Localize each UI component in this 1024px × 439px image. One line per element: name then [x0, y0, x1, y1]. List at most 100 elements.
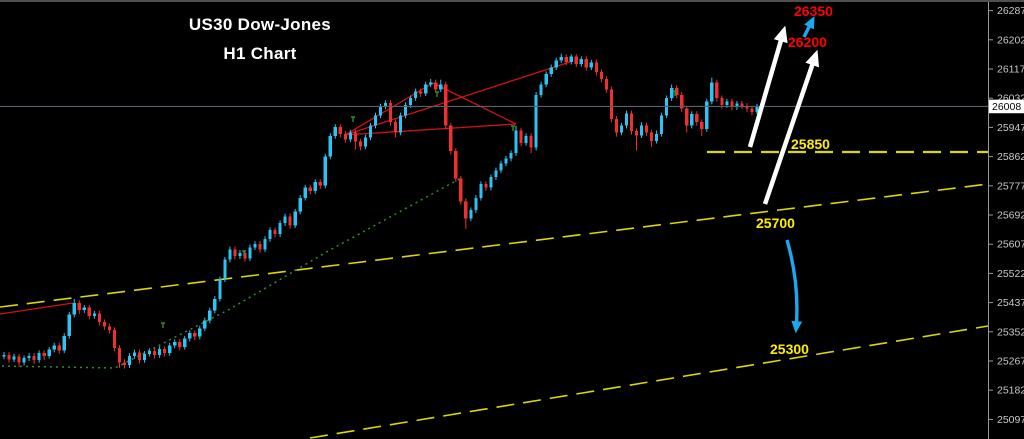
candle-body: [117, 347, 122, 363]
candle-body: [574, 56, 578, 64]
candle-body: [32, 355, 36, 360]
candle-body: [42, 353, 46, 356]
target-26350: 26350: [794, 3, 833, 19]
candle-body: [690, 114, 694, 126]
candle-body: [599, 72, 603, 79]
candle-body: [393, 122, 398, 133]
trade-markers-layer: [161, 90, 677, 328]
candle-body: [624, 113, 629, 126]
axis-tick-label: 26202: [997, 34, 1024, 46]
candle-body: [549, 67, 553, 75]
candles-layer: [2, 53, 759, 369]
candle-body: [358, 141, 363, 147]
candle-body: [634, 131, 639, 136]
candle-body: [348, 132, 352, 140]
candle-body: [2, 354, 6, 357]
candle-body: [77, 302, 81, 311]
candle-body: [644, 125, 649, 133]
candle-body: [238, 252, 242, 257]
candle-body: [107, 326, 112, 331]
candle-body: [388, 103, 393, 123]
candle-body: [745, 105, 749, 109]
rising-channel-lower: [309, 325, 989, 439]
candle-body: [137, 352, 142, 360]
candle-body: [735, 103, 739, 108]
candle-body: [469, 210, 473, 219]
candle-body: [203, 320, 207, 329]
candle-body: [183, 338, 187, 347]
candle-body: [454, 151, 458, 179]
candle-body: [504, 158, 508, 164]
candle-body: [429, 82, 433, 85]
trendlines-layer: [0, 61, 989, 439]
annotation-arrows-layer: [747, 15, 820, 334]
candle-body: [132, 352, 137, 356]
candle-body: [464, 201, 468, 219]
candle-body: [655, 133, 659, 141]
candle-body: [409, 98, 413, 106]
axis-tick-label: 25352: [997, 326, 1024, 338]
candle-body: [72, 302, 76, 315]
candle-body: [17, 356, 21, 363]
candle-body: [92, 313, 96, 316]
candle-body: [273, 230, 277, 235]
candle-body: [584, 59, 588, 68]
candle-body: [539, 84, 543, 95]
candle-body: [474, 197, 478, 211]
candle-body: [614, 118, 619, 133]
candle-body: [373, 115, 378, 126]
candle-body: [489, 177, 493, 188]
candle-body: [685, 108, 689, 126]
axis-tick-label: 25437: [997, 297, 1024, 309]
candle-body: [213, 298, 217, 311]
candle-body: [680, 94, 684, 109]
candle-body: [519, 130, 523, 143]
candle-body: [619, 125, 624, 133]
candle-body: [353, 132, 357, 142]
candle-body: [112, 330, 117, 348]
candle-body: [278, 223, 282, 235]
candle-body: [228, 249, 232, 260]
candle-body: [62, 335, 66, 351]
candle-body: [559, 56, 563, 61]
price-axis[interactable]: 2628726202261172603225947258622577725692…: [988, 2, 1024, 439]
candle-body: [163, 348, 167, 354]
candle-body: [178, 342, 182, 347]
level-25300: 25300: [770, 341, 809, 357]
candle-body: [127, 355, 132, 366]
candle-body: [208, 310, 212, 321]
candle-body: [710, 82, 714, 102]
candle-body: [594, 62, 598, 73]
trade-marker: [435, 91, 439, 97]
trade-marker: [242, 250, 246, 256]
candle-body: [308, 187, 312, 191]
candle-body: [750, 108, 754, 112]
candle-body: [639, 125, 644, 136]
candle-body: [439, 84, 443, 90]
candle-body: [293, 211, 297, 226]
candle-body: [363, 137, 368, 147]
axis-tick-label: 26287: [997, 5, 1024, 17]
candle-body: [323, 156, 327, 186]
trade-marker: [351, 116, 355, 122]
trade-marker: [511, 125, 515, 131]
candle-body: [499, 163, 503, 171]
window-top-edge: [0, 0, 1024, 2]
candle-body: [52, 345, 56, 350]
axis-tick-label: 25862: [997, 151, 1024, 163]
rising-channel-mid: [0, 183, 989, 308]
candle-body: [459, 178, 463, 202]
candle-body: [102, 322, 106, 327]
candle-body: [198, 328, 202, 337]
candle-body: [494, 170, 498, 178]
candle-body: [22, 358, 26, 363]
candle-body: [303, 187, 307, 198]
axis-tick-label: 26117: [997, 63, 1024, 75]
candle-body: [328, 135, 332, 157]
candle-body: [604, 78, 608, 90]
candle-body: [524, 135, 528, 143]
candle-body: [554, 60, 558, 68]
chart-title-symbol: US30 Dow-Jones: [188, 15, 332, 34]
axis-tick-label: 25947: [997, 122, 1024, 134]
